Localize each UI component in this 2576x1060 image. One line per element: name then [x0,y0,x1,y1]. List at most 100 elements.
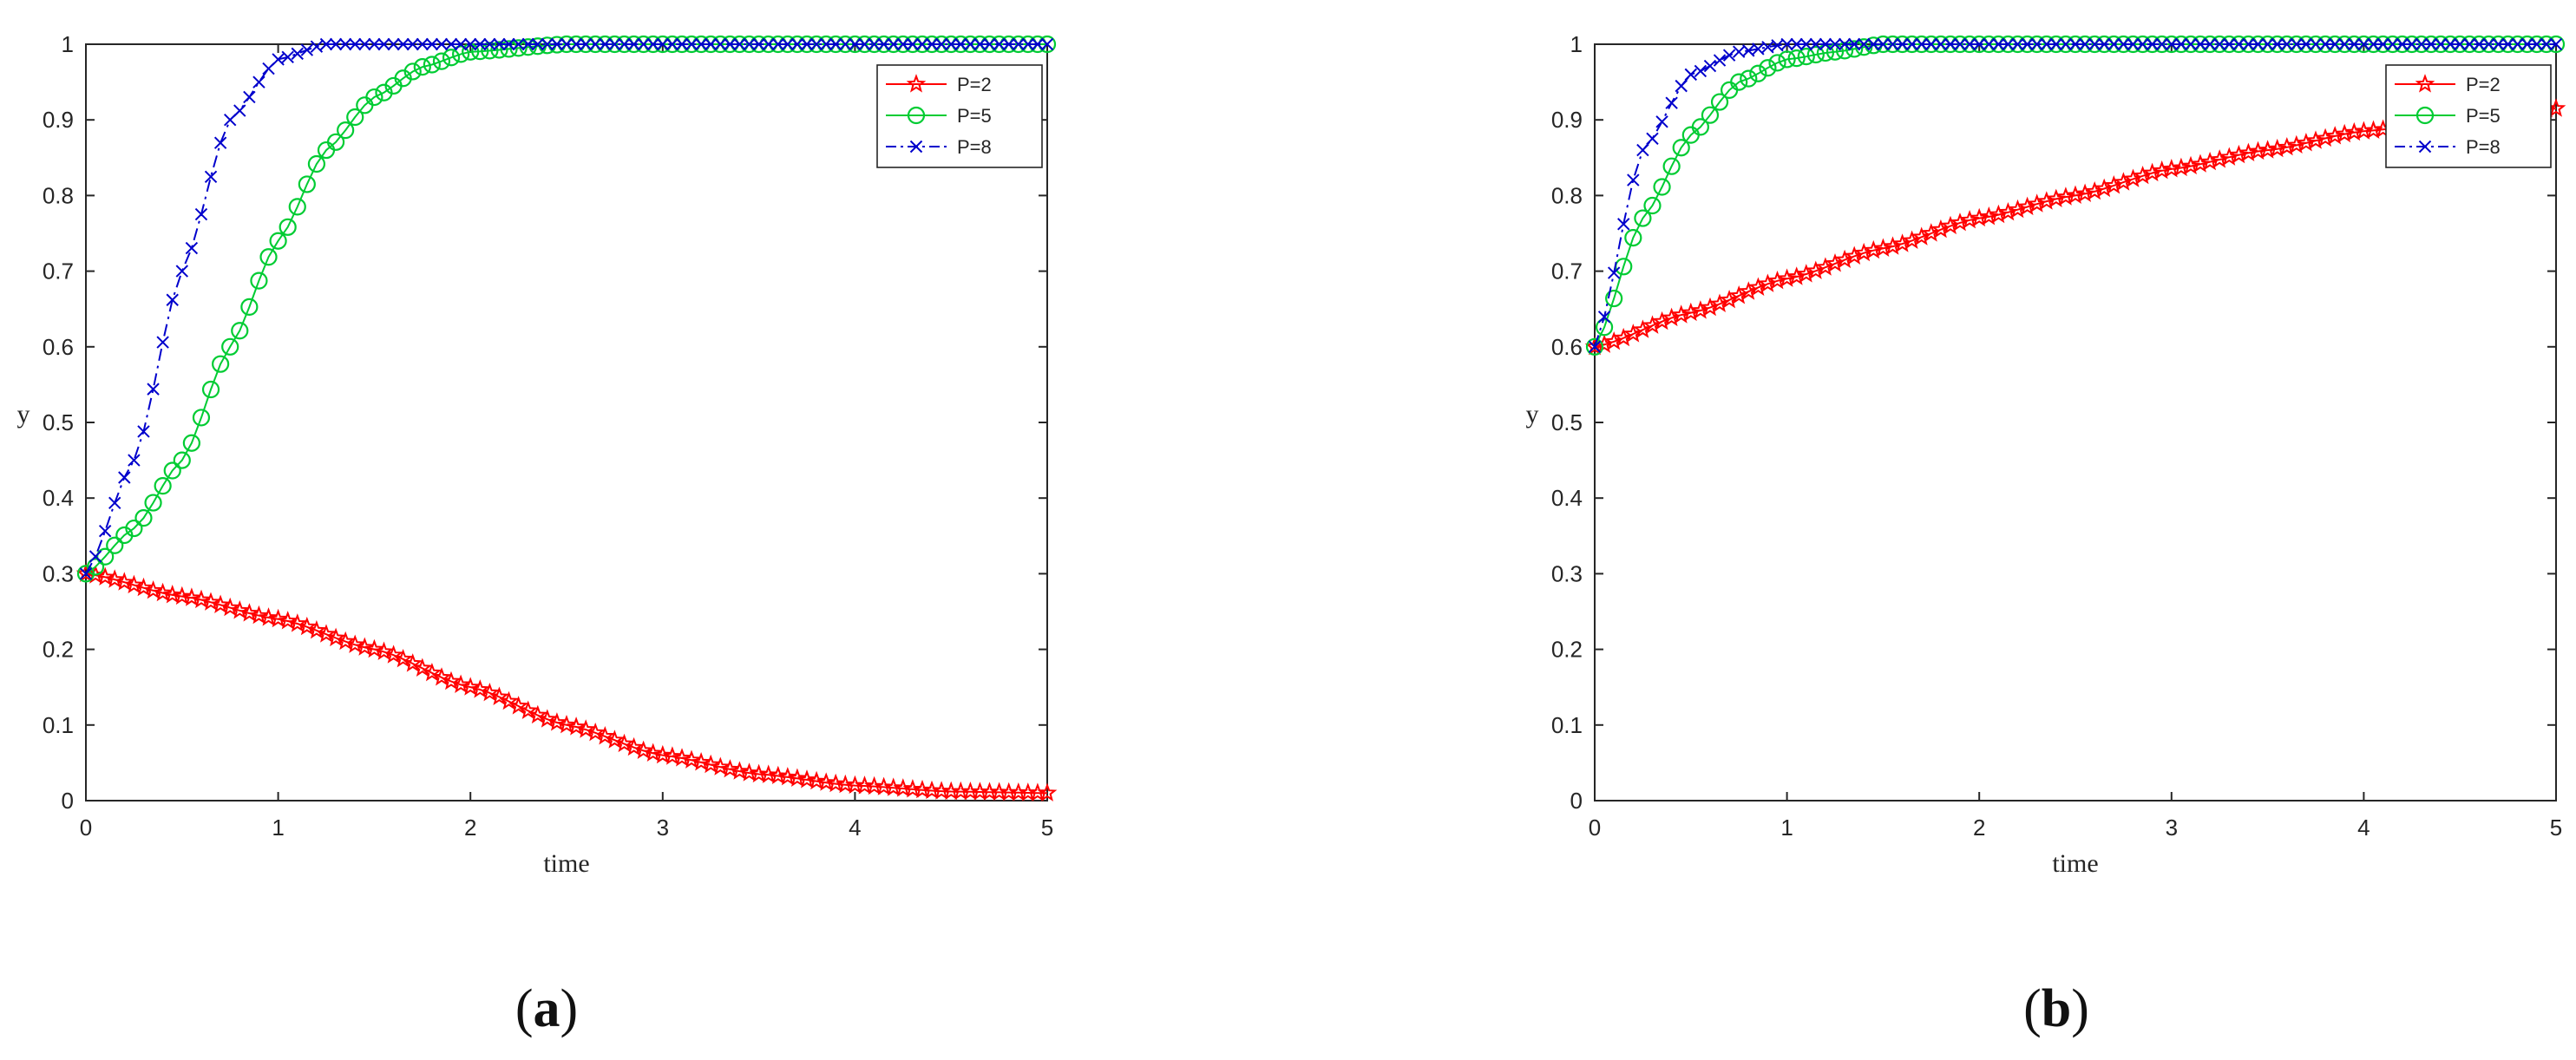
data-point-P=8 [166,293,179,306]
y-tick-label: 1 [1570,31,1583,57]
data-point-P=5 [2268,35,2286,54]
data-point-P=8 [2386,37,2399,51]
data-point-P=8 [2193,37,2207,51]
data-point-P=2 [739,762,759,782]
data-point-P=8 [714,37,727,51]
legend-swatch-marker [906,74,927,93]
data-point-P=8 [694,37,708,51]
data-point-P=2 [499,690,519,710]
data-point-P=5 [413,58,431,76]
data-point-P=5 [221,337,239,356]
data-point-P=8 [810,37,823,51]
x-tick-label: 1 [1780,815,1793,841]
data-point-P=8 [435,37,449,51]
legend-label: P=8 [2466,136,2501,158]
x-tick-label: 4 [2357,815,2370,841]
x-tick-label: 0 [80,815,92,841]
x-tick-label: 3 [657,815,669,841]
data-point-P=5 [547,36,567,54]
data-point-P=5 [432,52,451,70]
data-point-P=5 [452,45,470,63]
data-point-P=2 [230,600,250,619]
data-point-P=2 [518,700,538,720]
data-point-P=2 [777,767,798,786]
data-point-P=5 [672,35,692,54]
data-point-P=8 [1953,37,1967,51]
data-point-P=2 [672,748,692,767]
data-point-P=2 [547,712,567,731]
data-point-P=8 [2318,37,2332,51]
data-point-P=8 [724,37,737,51]
data-point-P=8 [1963,37,1976,51]
data-point-P=2 [700,754,721,774]
data-point-P=2 [374,641,394,661]
series-P=8 [79,37,1054,580]
data-point-P=8 [281,50,294,63]
data-point-P=8 [2549,37,2563,51]
data-point-P=8 [733,37,746,51]
x-tick-label: 3 [2166,815,2178,841]
data-point-P=8 [2473,37,2486,51]
data-point-P=8 [839,37,852,51]
data-point-P=8 [1905,37,1918,51]
data-point-P=8 [656,37,670,51]
data-point-P=5 [1749,64,1767,82]
data-point-P=5 [1662,157,1681,175]
series-line-P=8 [85,43,1047,574]
data-point-P=2 [431,667,452,686]
data-point-P=2 [711,756,731,775]
data-point-P=5 [1778,50,1796,69]
data-point-P=8 [2011,37,2024,51]
data-point-P=2 [787,768,808,788]
x-tick-label: 5 [1041,815,1053,841]
data-point-P=5 [1740,69,1758,88]
data-point-P=8 [2405,37,2419,51]
legend-label: P=8 [957,136,992,158]
data-point-P=2 [643,743,664,762]
data-point-P=5 [279,218,297,236]
data-point-P=2 [681,749,702,769]
data-point-P=8 [1031,37,1045,51]
data-point-P=8 [2030,37,2043,51]
data-point-P=2 [345,634,365,653]
data-point-P=8 [1972,37,1986,51]
data-point-P=8 [483,37,496,51]
data-point-P=5 [1893,35,1911,54]
data-point-P=5 [1000,35,1018,54]
data-point-P=8 [1934,37,1948,51]
data-point-P=5 [154,477,172,495]
y-tick-label: 0.6 [43,334,74,360]
data-point-P=8 [704,37,718,51]
data-point-P=5 [1768,54,1786,72]
data-point-P=8 [665,37,679,51]
data-point-P=5 [2422,35,2441,54]
data-point-P=2 [249,605,269,625]
data-point-P=8 [397,37,410,51]
data-point-P=2 [287,613,308,632]
data-point-P=2 [768,765,789,785]
data-point-P=8 [618,37,631,51]
data-point-P=2 [134,577,154,597]
data-point-P=8 [1665,96,1678,109]
data-point-P=5 [86,558,105,576]
data-point-P=8 [934,37,948,51]
legend-swatch-marker [907,106,926,125]
data-point-P=8 [2424,37,2438,51]
data-point-P=2 [624,736,644,756]
data-point-P=8 [781,37,795,51]
data-point-P=2 [75,563,96,583]
data-point-P=8 [223,113,237,127]
data-point-P=8 [319,37,333,51]
legend-item: P=5 [886,105,992,127]
data-point-P=8 [993,37,1006,51]
data-point-P=8 [2261,37,2274,51]
data-point-P=8 [2280,37,2293,51]
data-point-P=5 [337,121,355,140]
data-point-P=2 [393,648,413,668]
data-point-P=8 [906,37,920,51]
data-point-P=8 [474,37,487,51]
data-point-P=5 [1835,42,1854,60]
data-point-P=8 [1636,143,1649,157]
data-point-P=8 [1847,37,1861,51]
data-point-P=5 [2095,35,2114,54]
